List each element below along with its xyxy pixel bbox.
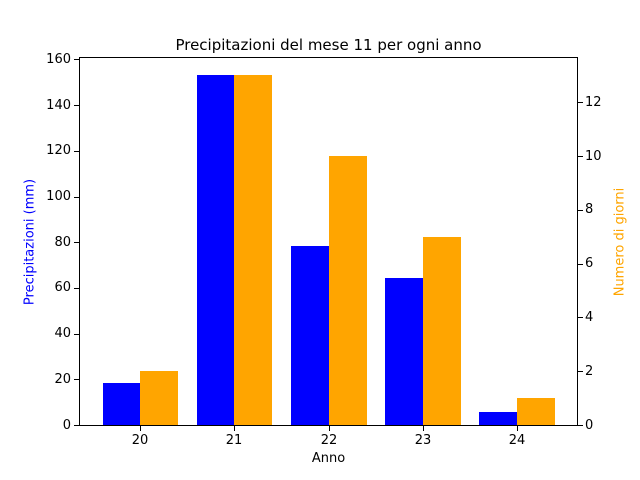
right-y-tick-label: 6	[585, 256, 594, 271]
left-y-tick-label: 120	[46, 143, 71, 158]
left-y-tick-mark	[74, 379, 79, 380]
right-y-tick-label: 4	[585, 310, 594, 325]
left-y-tick-label: 80	[54, 235, 71, 250]
x-axis-label: Anno	[311, 451, 346, 466]
right-y-tick-label: 2	[585, 364, 594, 379]
x-tick-label: 20	[131, 433, 149, 448]
left-y-tick-mark	[74, 334, 79, 335]
left-y-tick-label: 20	[54, 372, 71, 387]
right-y-tick-mark	[578, 156, 583, 157]
x-tick-label: 24	[508, 433, 526, 448]
x-tick-mark	[140, 426, 141, 431]
bar-giorni-21	[234, 75, 272, 425]
chart-title: Precipitazioni del mese 11 per ogni anno	[175, 36, 482, 54]
bar-giorni-22	[329, 156, 367, 425]
x-tick-mark	[423, 426, 424, 431]
left-y-tick-mark	[74, 151, 79, 152]
right-y-tick-label: 0	[585, 418, 594, 433]
bar-giorni-20	[140, 371, 178, 425]
right-y-tick-mark	[578, 425, 583, 426]
x-tick-label: 22	[320, 433, 338, 448]
left-y-tick-mark	[74, 425, 79, 426]
bar-precipitazioni-21	[197, 75, 235, 425]
left-y-tick-label: 0	[62, 418, 71, 433]
left-y-tick-label: 40	[54, 326, 71, 341]
bar-giorni-24	[517, 398, 555, 425]
left-y-tick-label: 100	[46, 189, 71, 204]
x-tick-mark	[329, 426, 330, 431]
left-y-tick-label: 160	[46, 52, 71, 67]
bar-precipitazioni-22	[291, 246, 329, 425]
bar-precipitazioni-23	[385, 278, 423, 425]
x-tick-mark	[234, 426, 235, 431]
bar-giorni-23	[423, 237, 461, 425]
left-y-tick-mark	[74, 59, 79, 60]
right-y-tick-mark	[578, 264, 583, 265]
left-y-tick-mark	[74, 197, 79, 198]
x-tick-label: 21	[225, 433, 243, 448]
left-y-tick-label: 140	[46, 98, 71, 113]
left-y-tick-label: 60	[54, 280, 71, 295]
right-y-tick-label: 10	[585, 149, 602, 164]
left-y-tick-mark	[74, 105, 79, 106]
bar-precipitazioni-20	[103, 383, 141, 425]
right-y-tick-mark	[578, 371, 583, 372]
x-tick-label: 23	[414, 433, 432, 448]
right-y-tick-label: 8	[585, 202, 594, 217]
left-y-tick-mark	[74, 288, 79, 289]
x-tick-mark	[517, 426, 518, 431]
right-y-tick-mark	[578, 102, 583, 103]
right-y-tick-mark	[578, 210, 583, 211]
bar-precipitazioni-24	[479, 412, 517, 425]
right-y-tick-mark	[578, 317, 583, 318]
right-y-tick-label: 12	[585, 95, 602, 110]
left-y-tick-mark	[74, 242, 79, 243]
